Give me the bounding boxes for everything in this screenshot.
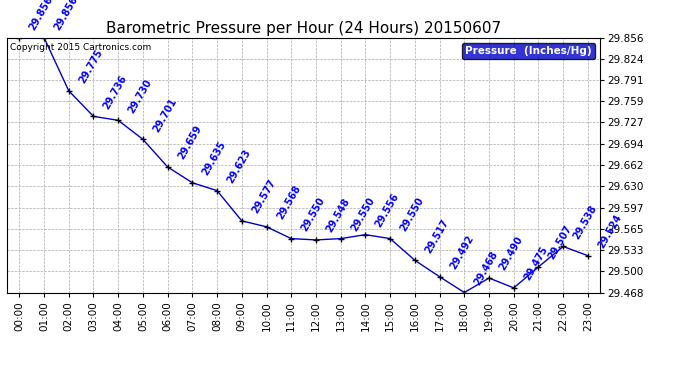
Text: 29.550: 29.550 [349, 196, 377, 233]
Text: 29.556: 29.556 [374, 192, 401, 229]
Text: 29.635: 29.635 [201, 140, 228, 177]
Text: 29.507: 29.507 [546, 224, 574, 261]
Text: 29.490: 29.490 [497, 235, 525, 273]
Text: 29.577: 29.577 [250, 178, 277, 215]
Title: Barometric Pressure per Hour (24 Hours) 20150607: Barometric Pressure per Hour (24 Hours) … [106, 21, 501, 36]
Text: 29.701: 29.701 [151, 96, 179, 134]
Text: 29.856: 29.856 [52, 0, 80, 32]
Legend: Pressure  (Inches/Hg): Pressure (Inches/Hg) [462, 43, 595, 59]
Text: 29.517: 29.517 [423, 217, 451, 255]
Text: 29.550: 29.550 [398, 196, 426, 233]
Text: 29.775: 29.775 [77, 48, 104, 85]
Text: 29.736: 29.736 [101, 74, 129, 111]
Text: 29.856: 29.856 [28, 0, 55, 32]
Text: 29.468: 29.468 [473, 249, 500, 287]
Text: 29.475: 29.475 [522, 245, 549, 282]
Text: 29.730: 29.730 [126, 77, 154, 115]
Text: 29.548: 29.548 [324, 197, 352, 234]
Text: 29.623: 29.623 [226, 148, 253, 185]
Text: Copyright 2015 Cartronics.com: Copyright 2015 Cartronics.com [10, 43, 151, 52]
Text: 29.568: 29.568 [275, 184, 302, 221]
Text: 29.524: 29.524 [596, 213, 624, 250]
Text: 29.538: 29.538 [571, 203, 599, 241]
Text: 29.550: 29.550 [299, 196, 327, 233]
Text: 29.659: 29.659 [176, 124, 204, 161]
Text: 29.492: 29.492 [448, 234, 475, 271]
